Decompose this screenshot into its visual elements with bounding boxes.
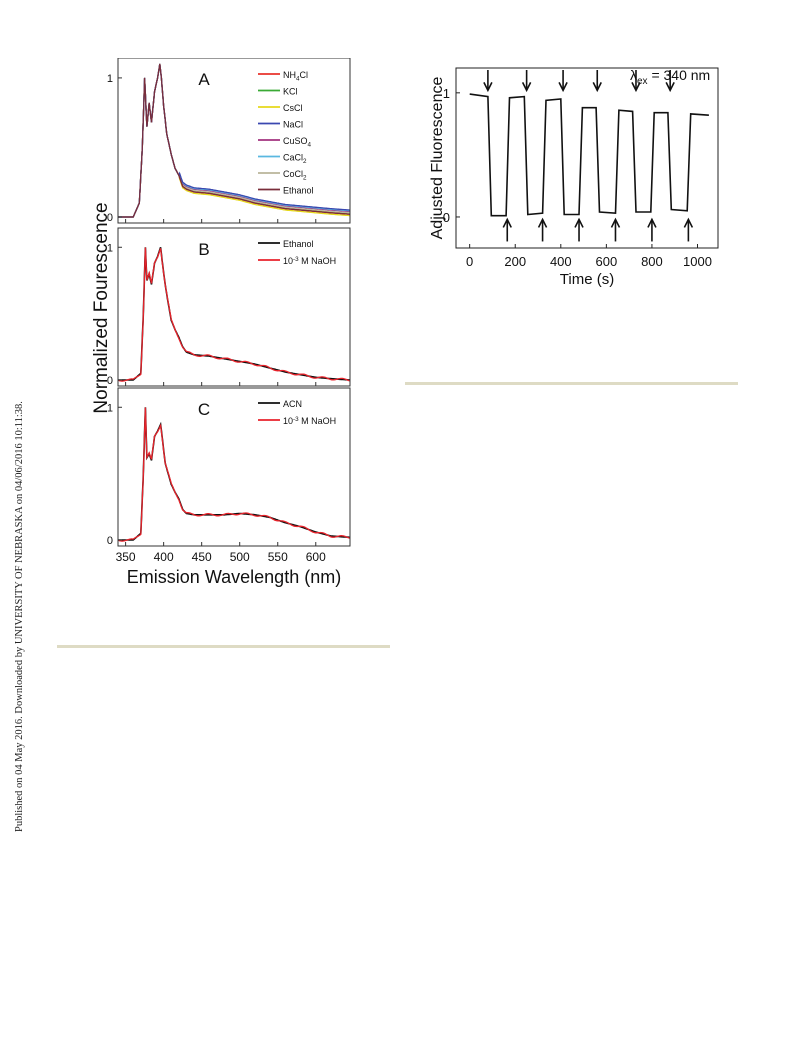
- panel-a: 0 1 A NH4Cl KCl CsCl NaCl CuSO4 CaCl2 CoCl2 Ethano…: [107, 58, 351, 224]
- panel-label-c: C: [198, 400, 210, 419]
- figure-divider-left: [57, 645, 390, 648]
- arrow-head: [558, 81, 568, 93]
- fluorescence-time-figure: 0 1 0 200 400 600 800 1000 Time (s) Adjusted Fluo…: [429, 67, 719, 288]
- arrow-head: [502, 217, 512, 228]
- excitation-annotation: λex = 340 nm: [630, 67, 710, 87]
- plot-frame: [455, 67, 719, 249]
- down-arrow: [521, 70, 532, 93]
- down-arrow: [558, 70, 568, 93]
- figure-divider-right: [405, 382, 738, 385]
- series-line-ethanol: [118, 63, 350, 218]
- y-axis-title: Normalized Fourescence: [91, 202, 112, 413]
- series-line-adjusted-fluorescence: [469, 93, 709, 217]
- legend-label: 10-3 M NaOH: [283, 256, 336, 266]
- legend-label: CoCl2: [283, 169, 307, 182]
- arrow-head: [610, 217, 621, 228]
- panel-frame: [117, 387, 351, 547]
- series-line-naoh: [117, 247, 351, 382]
- series-line-acn: [118, 407, 350, 541]
- legend-label: CuSO4: [283, 136, 312, 149]
- arrow-head: [574, 217, 584, 228]
- up-arrow: [574, 217, 584, 242]
- x-tick-label: 600: [596, 254, 618, 269]
- panel-c: 0 1 C ACN 10-3 M NaOH: [107, 387, 351, 547]
- series-line-nacl: [118, 63, 350, 218]
- series-line-ethanol: [118, 247, 351, 381]
- x-tick-label: 0: [466, 254, 473, 269]
- legend-label: 10-3 M NaOH: [283, 416, 336, 426]
- x-tick-label: 600: [306, 550, 326, 564]
- arrow-head: [483, 81, 493, 93]
- y-tick-label: 0: [107, 375, 113, 387]
- legend-label: Ethanol: [283, 186, 314, 196]
- x-tick-label: 450: [192, 550, 212, 564]
- down-arrow: [665, 70, 675, 93]
- x-tick-label: 400: [550, 254, 572, 269]
- panel-b: 0 1 B Ethanol 10-3 M NaOH: [107, 227, 351, 387]
- x-axis-title: Emission Wavelength (nm): [127, 567, 341, 587]
- arrow-head: [631, 81, 641, 93]
- legend-label: NH4Cl: [283, 70, 308, 83]
- y-tick-label: 1: [107, 73, 113, 85]
- y-tick-label: 1: [107, 402, 113, 414]
- y-tick-label: 1: [443, 86, 450, 101]
- up-arrow: [502, 217, 512, 242]
- down-arrow: [483, 70, 493, 93]
- up-arrow: [537, 217, 548, 242]
- arrow-head: [592, 81, 602, 93]
- y-tick-label: 0: [107, 212, 113, 224]
- panel-label-a: A: [198, 70, 210, 89]
- legend-label: ACN: [283, 399, 302, 409]
- up-arrow: [610, 217, 621, 242]
- emission-spectra-figure: 0 1 A NH4Cl KCl CsCl NaCl CuSO4 CaCl2 CoCl2 Ethano…: [91, 58, 351, 587]
- up-arrow: [683, 217, 694, 242]
- legend-label: CsCl: [283, 103, 303, 113]
- y-tick-label: 0: [107, 535, 113, 547]
- x-tick-label: 550: [268, 550, 288, 564]
- x-tick-label: 350: [116, 550, 136, 564]
- publication-note: Published on 04 May 2016. Downloaded by …: [14, 401, 25, 832]
- down-arrow: [631, 70, 641, 93]
- x-tick-label: 400: [154, 550, 174, 564]
- y-tick-label: 0: [443, 210, 450, 225]
- panel-frame: [117, 58, 351, 224]
- x-tick-label: 200: [504, 254, 526, 269]
- arrow-head: [683, 217, 694, 228]
- y-tick-label: 1: [107, 242, 113, 254]
- legend-label: NaCl: [283, 120, 303, 130]
- x-tick-label: 1000: [683, 254, 712, 269]
- x-axis-title: Time (s): [560, 271, 614, 288]
- legend-label: KCl: [283, 87, 298, 97]
- panel-label-b: B: [198, 240, 209, 259]
- arrow-head: [665, 81, 675, 93]
- x-tick-label: 800: [641, 254, 663, 269]
- y-axis-title: Adjusted Fluorescence: [429, 77, 446, 240]
- panel-frame: [117, 227, 351, 387]
- x-tick-label: 500: [230, 550, 250, 564]
- arrow-head: [521, 81, 532, 93]
- up-arrow: [647, 217, 657, 242]
- series-line-naoh: [117, 407, 351, 542]
- legend-label: CaCl2: [283, 153, 307, 166]
- down-arrow: [592, 70, 602, 93]
- arrow-head: [647, 217, 657, 228]
- legend-label: Ethanol: [283, 239, 314, 249]
- arrow-head: [537, 217, 548, 228]
